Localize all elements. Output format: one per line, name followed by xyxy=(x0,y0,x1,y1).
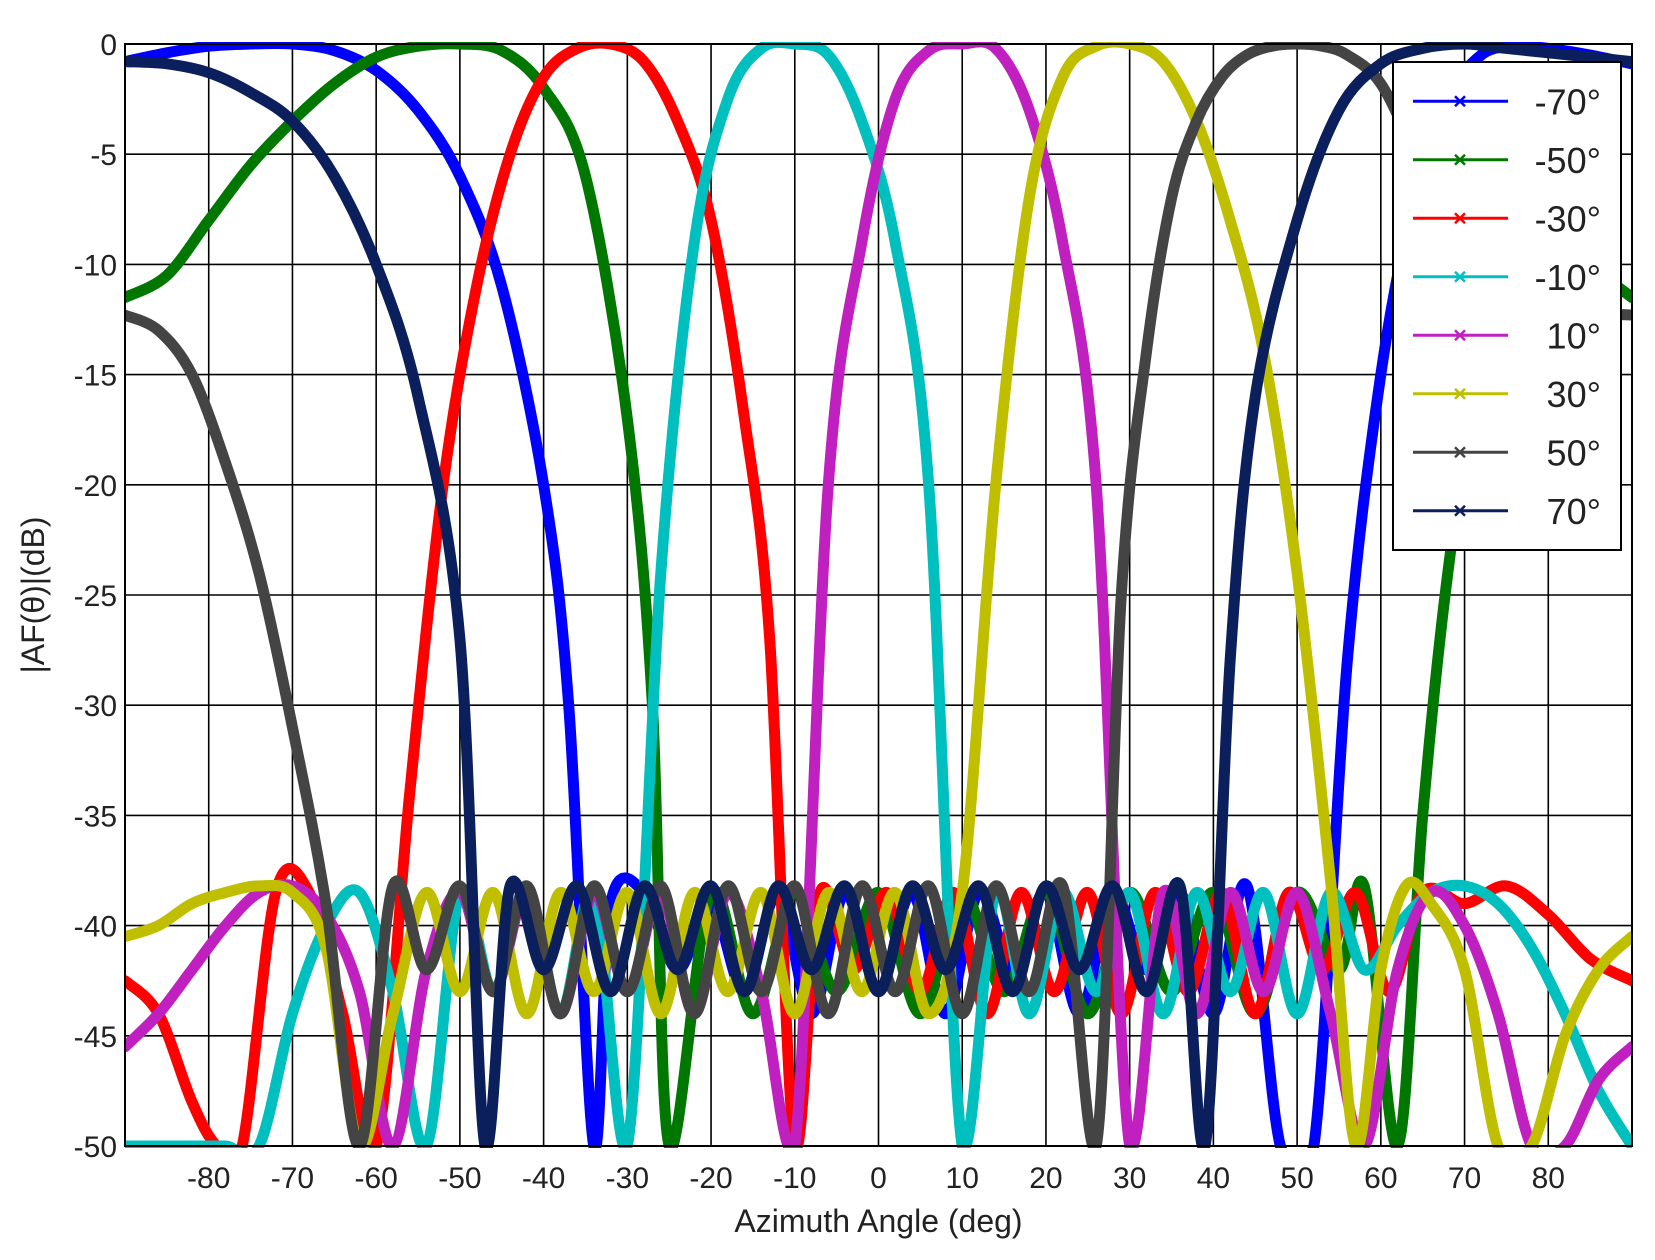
plot-frame xyxy=(124,43,1633,1147)
y-tick-label: -5 xyxy=(90,139,117,172)
legend-marker xyxy=(1454,270,1466,283)
x-axis-title: Azimuth Angle (deg) xyxy=(734,1203,1022,1239)
tick-labels: -80 -70 -60 -50 -40 -30 -20 -10 0 10 20 30 40 50 60 70 8… xyxy=(74,29,1565,1195)
x-tick-label: 40 xyxy=(1197,1162,1230,1195)
x-tick-label: -80 xyxy=(187,1162,230,1195)
series-line-1 xyxy=(125,42,1632,1148)
x-tick-label: 20 xyxy=(1029,1162,1062,1195)
legend-label: 30° xyxy=(1547,374,1601,415)
legend-label: -30° xyxy=(1535,198,1601,239)
legend-marker xyxy=(1454,212,1466,225)
y-tick-label: -15 xyxy=(74,360,117,393)
x-tick-label: -20 xyxy=(689,1162,732,1195)
x-tick-label: 10 xyxy=(946,1162,979,1195)
y-tick-label: -45 xyxy=(74,1021,117,1054)
legend-marker xyxy=(1454,95,1466,108)
legend-label: -10° xyxy=(1535,257,1601,298)
legend-marker xyxy=(1454,504,1466,517)
y-tick-label: 0 xyxy=(100,29,117,62)
legend-label: 10° xyxy=(1547,315,1601,356)
legend-marker xyxy=(1454,446,1466,459)
x-tick-label: -60 xyxy=(354,1162,397,1195)
x-tick-label: -40 xyxy=(522,1162,565,1195)
x-tick-label: 30 xyxy=(1113,1162,1146,1195)
legend-label: -50° xyxy=(1535,140,1601,181)
legend-marker xyxy=(1454,153,1466,166)
x-tick-label: 80 xyxy=(1532,1162,1565,1195)
legend-box xyxy=(1392,61,1622,551)
y-tick-label: -10 xyxy=(74,249,117,282)
y-tick-label: -50 xyxy=(74,1131,117,1164)
legend-label: 50° xyxy=(1547,432,1601,473)
series-line-7 xyxy=(125,42,1632,1148)
x-tick-label: -30 xyxy=(606,1162,649,1195)
x-tick-label: 60 xyxy=(1364,1162,1397,1195)
x-tick-label: -70 xyxy=(271,1162,314,1195)
x-tick-label: -50 xyxy=(438,1162,481,1195)
legend-marker xyxy=(1454,387,1466,400)
series-line-5 xyxy=(125,42,1632,1148)
x-tick-label: -10 xyxy=(773,1162,816,1195)
x-tick-label: 70 xyxy=(1448,1162,1481,1195)
y-tick-label: -35 xyxy=(74,800,117,833)
x-tick-label: 50 xyxy=(1280,1162,1313,1195)
x-tick-label: 0 xyxy=(870,1162,887,1195)
legend-label: 70° xyxy=(1547,491,1601,532)
y-tick-label: -40 xyxy=(74,911,117,944)
legend: -70° -50° -30° -10° 10° 30° 50° 70° xyxy=(1392,61,1622,551)
y-tick-label: -25 xyxy=(74,580,117,613)
legend-marker xyxy=(1454,329,1466,342)
y-tick-label: -20 xyxy=(74,470,117,503)
y-axis-title: |AF(θ)|(dB) xyxy=(15,516,51,673)
y-tick-label: -30 xyxy=(74,690,117,723)
legend-label: -70° xyxy=(1535,81,1601,122)
